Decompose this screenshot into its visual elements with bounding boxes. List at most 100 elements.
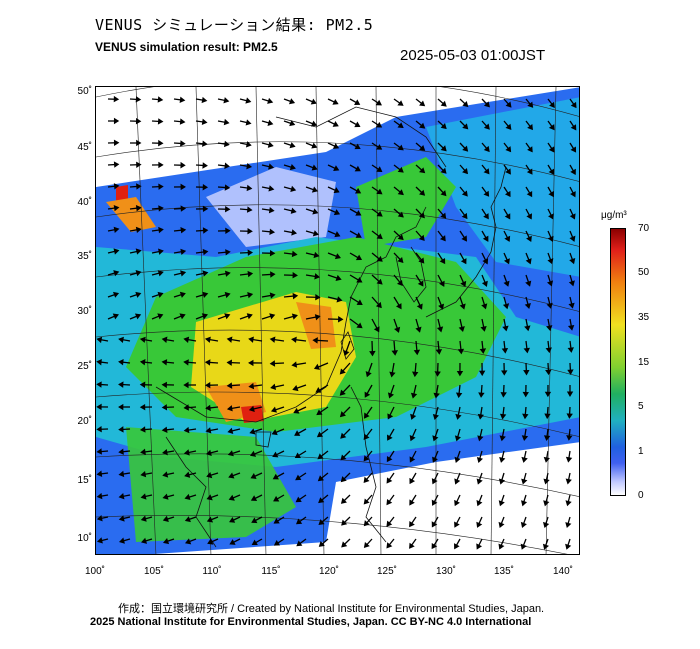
wind-arrowhead (204, 359, 211, 366)
wind-arrowhead (548, 190, 554, 198)
wind-arrowhead (245, 141, 252, 148)
wind-arrowhead (433, 392, 440, 399)
wind-arrowhead (526, 235, 532, 242)
parallel-line (96, 204, 579, 247)
wind-arrowhead (161, 336, 168, 343)
wind-arrowhead (341, 519, 348, 526)
wind-arrowhead (312, 208, 319, 215)
lon-label: 110˚ (202, 566, 222, 577)
wind-arrowhead (505, 123, 512, 130)
wind-arrowhead (249, 428, 256, 435)
wind-arrowhead (565, 522, 572, 529)
wind-arrowhead (161, 359, 168, 366)
wind-arrowhead (343, 349, 350, 357)
wind-arrowhead (291, 229, 298, 236)
wind-arrowhead (436, 326, 444, 333)
wind-arrowhead (96, 403, 102, 411)
wind-arrowhead (227, 427, 234, 434)
wind-arrowhead (363, 498, 370, 505)
wind-arrowhead (525, 280, 532, 287)
wind-arrowhead (246, 313, 253, 320)
wind-arrowhead (338, 316, 344, 323)
wind-arrowhead (316, 431, 324, 438)
wind-arrowhead (135, 248, 142, 255)
wind-arrowhead (333, 209, 341, 216)
colorbar-tick: 5 (638, 401, 644, 412)
wind-arrowhead (409, 521, 415, 528)
wind-arrowhead (250, 495, 258, 502)
wind-arrowhead (483, 168, 490, 175)
wind-arrowhead (224, 270, 231, 277)
wind-arrowhead (318, 497, 325, 504)
wind-arrowhead (318, 540, 325, 547)
wind-arrowhead (498, 500, 505, 507)
wind-arrowhead (546, 325, 553, 332)
wind-arrowhead (118, 537, 125, 544)
wind-arrowhead (397, 122, 404, 129)
wind-arrowhead (202, 227, 209, 234)
wind-arrowhead (180, 205, 187, 212)
wind-arrowhead (201, 118, 208, 126)
wind-arrowhead (419, 100, 426, 107)
wind-arrowhead (183, 426, 190, 434)
wind-arrowhead (226, 382, 233, 389)
wind-arrowhead (548, 213, 554, 220)
wind-arrowhead (543, 456, 550, 463)
wind-arrowhead (113, 161, 120, 168)
wind-arrowhead (416, 303, 423, 310)
wind-arrowhead (113, 226, 120, 233)
lat-label: 50˚ (77, 86, 92, 97)
wind-arrowhead (570, 124, 577, 131)
wind-arrowhead (269, 336, 276, 343)
wind-arrowhead (356, 276, 363, 283)
wind-arrowhead (566, 413, 573, 419)
wind-arrowhead (290, 185, 297, 193)
wind-arrowhead (269, 313, 276, 320)
wind-arrowhead (162, 448, 168, 456)
coastline-japan (425, 166, 507, 318)
parallel-line (96, 141, 579, 182)
wind-arrowhead (161, 404, 168, 411)
wind-arrowhead (313, 251, 320, 259)
colorbar-tick: 35 (638, 312, 650, 323)
wind-arrowhead (455, 413, 462, 420)
wind-arrowhead (409, 477, 416, 485)
wind-arrowhead (499, 413, 507, 420)
wind-arrowhead (289, 120, 296, 127)
wind-arrowhead (268, 185, 275, 192)
wind-arrowhead (291, 250, 298, 258)
wind-arrowhead (183, 404, 189, 411)
wind-arrowhead (225, 206, 231, 213)
wind-arrowhead (505, 146, 512, 153)
colorbar-tick: 15 (638, 357, 650, 368)
field-lowzone-south (326, 447, 579, 554)
wind-arrowhead (483, 213, 489, 220)
wind-arrowhead (162, 493, 169, 500)
wind-arrowhead (296, 540, 303, 547)
wind-arrowhead (225, 249, 231, 256)
wind-arrowhead (569, 235, 576, 242)
wind-arrowhead (524, 302, 531, 310)
wind-arrowhead (226, 336, 233, 343)
wind-arrowhead (542, 543, 550, 550)
lat-label: 35˚ (77, 251, 92, 262)
wind-arrowhead (271, 429, 278, 436)
wind-arrowhead (354, 187, 362, 194)
wind-arrowhead (498, 521, 505, 528)
wind-arrowhead (363, 455, 370, 462)
wind-arrowhead (432, 413, 439, 420)
wind-arrowhead (409, 499, 415, 506)
wind-arrowhead (140, 448, 146, 456)
parallel-line (96, 329, 579, 377)
wind-arrowhead (246, 184, 253, 192)
wind-arrowhead (224, 313, 231, 320)
wind-arrowhead (183, 336, 190, 343)
wind-arrowhead (409, 542, 415, 549)
wind-arrowhead (483, 123, 490, 130)
lat-label: 30˚ (77, 306, 92, 317)
wind-arrowhead (462, 168, 469, 175)
wind-arrowhead (565, 543, 572, 550)
colorbar-unit: μg/m³ (601, 210, 627, 221)
field-red-northwest (116, 185, 128, 201)
colorbar-tick: 50 (638, 267, 650, 278)
